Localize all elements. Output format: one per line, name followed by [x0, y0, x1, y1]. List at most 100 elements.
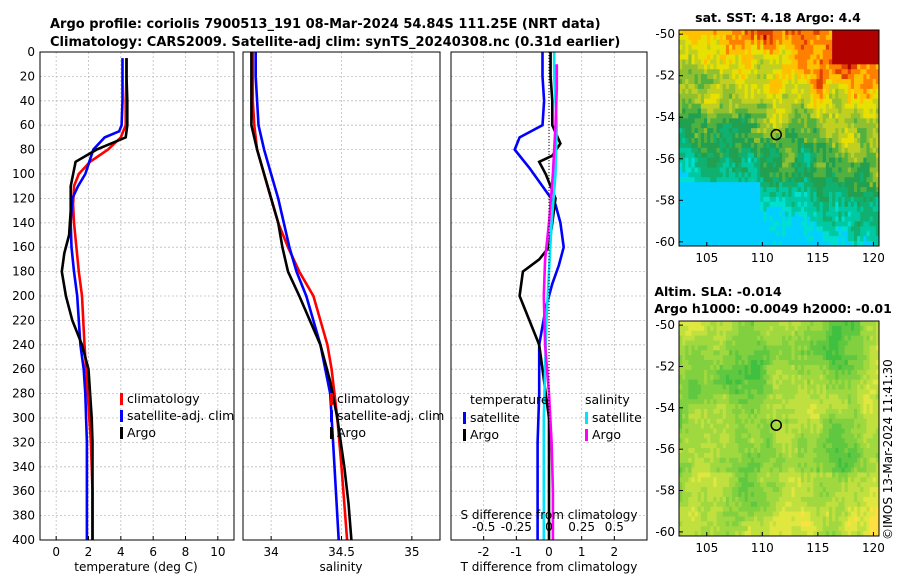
map-cell	[735, 409, 739, 414]
map-cell	[732, 212, 736, 217]
map-cell	[704, 345, 708, 350]
map-cell	[760, 163, 764, 168]
map-cell	[838, 167, 842, 172]
map-cell	[798, 45, 802, 50]
map-cell	[785, 172, 789, 177]
map-cell	[742, 345, 746, 350]
map-cell	[695, 109, 699, 114]
map-cell	[717, 45, 721, 50]
map-cell	[782, 177, 786, 182]
x-tick-label: 1	[578, 545, 586, 559]
map-cell	[873, 113, 877, 118]
map-cell	[710, 226, 714, 231]
map-cell	[695, 326, 699, 331]
map-cell	[748, 419, 752, 424]
map-cell	[779, 118, 783, 123]
map-cell	[867, 74, 871, 79]
map-cell	[826, 463, 830, 468]
y-tick-label: 340	[12, 460, 35, 474]
map-cell	[832, 84, 836, 89]
map-cell	[832, 45, 836, 50]
map-cell	[707, 99, 711, 104]
map-cell	[860, 424, 864, 429]
map-cell	[835, 453, 839, 458]
map-cell	[763, 113, 767, 118]
map-cell	[732, 419, 736, 424]
map-cell	[776, 433, 780, 438]
map-cell	[707, 399, 711, 404]
map-cell	[804, 167, 808, 172]
map-cell	[788, 118, 792, 123]
map-cell	[804, 385, 808, 390]
map-cell	[713, 336, 717, 341]
map-cell	[788, 187, 792, 192]
map-cell	[851, 50, 855, 55]
map-cell	[695, 99, 699, 104]
map-cell	[838, 207, 842, 212]
map-cell	[792, 113, 796, 118]
map-cell	[792, 109, 796, 114]
map-cell	[760, 118, 764, 123]
map-cell	[782, 133, 786, 138]
map-cell	[807, 118, 811, 123]
map-cell	[745, 336, 749, 341]
map-cell	[867, 118, 871, 123]
map-cell	[860, 341, 864, 346]
map-cell	[735, 113, 739, 118]
map-cell	[695, 341, 699, 346]
map-cell	[795, 163, 799, 168]
map-cell	[835, 331, 839, 336]
map-cell	[679, 69, 683, 74]
map-cell	[692, 399, 696, 404]
map-cell	[810, 212, 814, 217]
map-cell	[845, 231, 849, 236]
map-cell	[748, 99, 752, 104]
map-cell	[785, 438, 789, 443]
map-cell	[773, 104, 777, 109]
map-cell	[692, 331, 696, 336]
map-cell	[763, 448, 767, 453]
map-cell	[873, 429, 877, 434]
map-cell	[813, 79, 817, 84]
map-cell	[770, 35, 774, 40]
map-cell	[798, 394, 802, 399]
map-cell	[779, 84, 783, 89]
map-cell	[782, 438, 786, 443]
map-cell	[701, 443, 705, 448]
map-cell	[829, 438, 833, 443]
map-cell	[785, 424, 789, 429]
map-cell	[792, 35, 796, 40]
map-cell	[779, 40, 783, 45]
map-cell	[857, 463, 861, 468]
map-cell	[782, 192, 786, 197]
map-cell	[720, 79, 724, 84]
map-cell	[829, 30, 833, 35]
map-cell	[867, 163, 871, 168]
map-cell	[726, 104, 730, 109]
map-cell	[679, 336, 683, 341]
s-tick-label: -0.25	[501, 520, 532, 534]
map-cell	[679, 55, 683, 60]
map-cell	[848, 231, 852, 236]
map-cell	[732, 30, 736, 35]
map-cell	[760, 64, 764, 69]
map-cell	[813, 404, 817, 409]
map-cell	[867, 414, 871, 419]
map-cell	[717, 197, 721, 202]
map-cell	[792, 236, 796, 241]
map-cell	[748, 113, 752, 118]
map-cell	[751, 118, 755, 123]
map-cell	[779, 463, 783, 468]
map-cell	[826, 385, 830, 390]
map-cell	[851, 172, 855, 177]
map-cell	[738, 109, 742, 114]
map-cell	[801, 89, 805, 94]
map-cell	[798, 463, 802, 468]
map-cell	[842, 35, 846, 40]
map-cell	[723, 207, 727, 212]
map-cell	[707, 458, 711, 463]
map-cell	[767, 375, 771, 380]
map-cell	[813, 133, 817, 138]
map-cell	[726, 326, 730, 331]
map-cell	[685, 207, 689, 212]
